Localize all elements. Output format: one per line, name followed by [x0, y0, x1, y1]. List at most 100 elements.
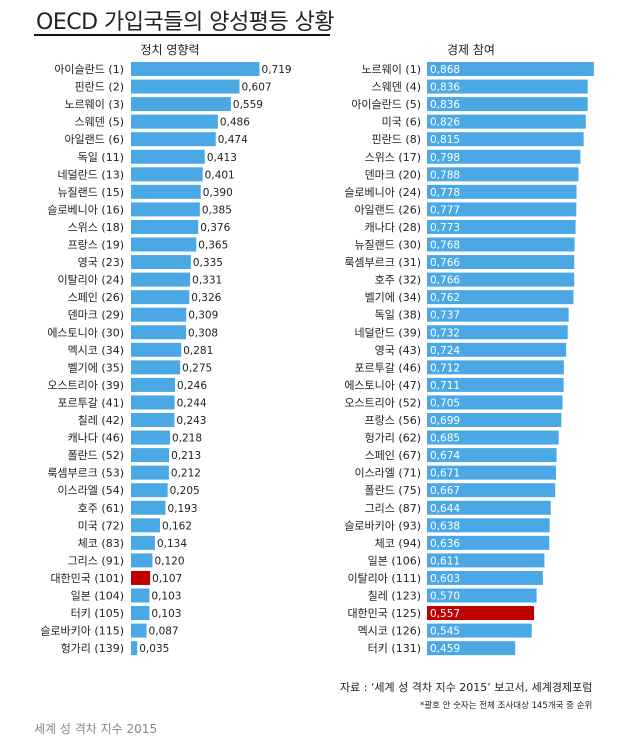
- bar: [427, 219, 576, 234]
- value-label: 0,205: [170, 485, 200, 497]
- value-label: 0,603: [430, 573, 460, 585]
- category-label: 핀란드 (2): [75, 81, 124, 94]
- bar: [131, 237, 197, 252]
- value-label: 0,732: [430, 327, 460, 339]
- category-label: 멕시코 (126): [358, 625, 421, 638]
- bar: [131, 641, 138, 656]
- category-label: 이스라엘 (71): [354, 467, 421, 480]
- bar: [427, 114, 586, 129]
- value-label: 0,777: [430, 204, 460, 216]
- value-label: 0,545: [430, 626, 460, 638]
- value-label: 0,376: [200, 222, 230, 234]
- panel-title: 경제 참여: [447, 43, 495, 57]
- bar: [427, 237, 575, 252]
- bar: [427, 62, 594, 76]
- bar: [427, 395, 563, 410]
- category-label: 일본 (104): [71, 589, 124, 603]
- bar: [131, 132, 216, 147]
- category-label: 일본 (106): [368, 553, 421, 567]
- bar: [131, 184, 201, 199]
- value-label: 0,815: [430, 134, 460, 146]
- category-label: 폴란드 (52): [68, 449, 124, 462]
- bar: [427, 570, 543, 585]
- value-label: 0,737: [430, 310, 460, 322]
- category-label: 호주 (32): [375, 274, 421, 287]
- value-label: 0,213: [171, 450, 201, 462]
- category-label: 벨기에 (35): [68, 361, 124, 374]
- value-label: 0,766: [430, 275, 460, 287]
- value-label: 0,331: [192, 275, 222, 287]
- value-label: 0,836: [430, 82, 460, 94]
- value-label: 0,826: [430, 117, 460, 129]
- category-label: 이탈리아 (24): [57, 274, 124, 287]
- value-label: 0,459: [430, 643, 460, 655]
- category-label: 룩셈부르크 (31): [344, 256, 421, 269]
- value-label: 0,607: [242, 82, 272, 94]
- bar: [131, 588, 150, 603]
- category-label: 대한민국 (101): [50, 572, 124, 585]
- category-label: 스위스 (18): [68, 221, 124, 234]
- category-label: 헝가리 (139): [61, 642, 124, 655]
- category-label: 핀란드 (8): [372, 133, 421, 146]
- bar: [427, 430, 559, 445]
- category-label: 에스토니아 (30): [47, 326, 124, 339]
- category-label: 벨기에 (34): [365, 291, 421, 304]
- bar: [427, 641, 516, 656]
- value-label: 0,557: [430, 608, 460, 620]
- bar: [427, 307, 569, 322]
- value-label: 0,193: [167, 503, 197, 515]
- category-label: 스웨덴 (5): [75, 116, 124, 129]
- category-label: 포르투갈 (41): [57, 395, 124, 409]
- category-label: 폴란드 (75): [365, 484, 421, 497]
- bar: [131, 500, 166, 515]
- category-label: 아이슬란드 (5): [351, 98, 421, 111]
- bar: [427, 465, 556, 480]
- bar: [131, 430, 170, 445]
- category-label: 대한민국 (125): [347, 607, 421, 620]
- category-label: 터키 (105): [71, 607, 124, 620]
- category-label: 터키 (131): [368, 642, 421, 655]
- value-label: 0,486: [220, 117, 250, 129]
- bar: [131, 448, 170, 463]
- value-label: 0,778: [430, 187, 460, 199]
- category-label: 이스라엘 (54): [57, 484, 124, 497]
- category-label: 스페인 (67): [365, 449, 421, 462]
- bar: [427, 588, 537, 603]
- category-label: 이탈리아 (111): [347, 572, 421, 585]
- category-label: 덴마크 (20): [365, 168, 421, 181]
- value-label: 0,762: [430, 292, 460, 304]
- category-label: 멕시코 (34): [68, 344, 124, 357]
- category-label: 덴마크 (29): [68, 309, 124, 322]
- bar: [427, 360, 564, 375]
- category-label: 오스트리아 (39): [47, 379, 124, 392]
- value-label: 0,326: [191, 292, 221, 304]
- category-label: 뉴질랜드 (30): [354, 239, 421, 252]
- value-label: 0,868: [430, 64, 460, 76]
- bar: [427, 167, 579, 182]
- value-label: 0,699: [430, 415, 460, 427]
- value-label: 0,365: [198, 240, 228, 252]
- category-label: 스페인 (26): [68, 291, 124, 304]
- bar: [427, 500, 551, 515]
- bar: [427, 377, 564, 392]
- category-label: 칠레 (123): [368, 590, 421, 603]
- bar: [131, 535, 155, 550]
- category-label: 노르웨이 (3): [64, 98, 124, 111]
- bar: [131, 149, 205, 164]
- value-label: 0,559: [233, 99, 263, 111]
- bar: [427, 342, 567, 357]
- value-label: 0,309: [188, 310, 218, 322]
- bar: [131, 606, 150, 621]
- value-label: 0,719: [262, 64, 292, 76]
- value-label: 0,711: [430, 380, 460, 392]
- bar-highlight: [131, 570, 151, 585]
- bar: [131, 413, 175, 427]
- bar: [427, 413, 562, 427]
- bar: [131, 325, 187, 340]
- value-label: 0,281: [183, 345, 213, 357]
- category-label: 오스트리아 (52): [344, 396, 421, 409]
- bar: [427, 255, 575, 270]
- category-label: 캐나다 (46): [68, 432, 124, 445]
